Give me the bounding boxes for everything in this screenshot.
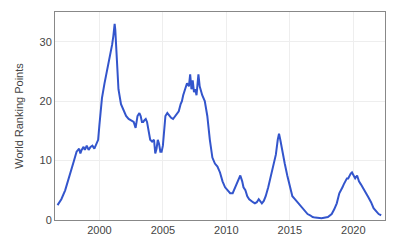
svg-text:20: 20 (40, 95, 52, 107)
svg-text:30: 30 (40, 36, 52, 48)
svg-text:2000: 2000 (87, 224, 111, 236)
svg-text:2015: 2015 (278, 224, 302, 236)
svg-text:2020: 2020 (341, 224, 365, 236)
svg-text:0: 0 (46, 214, 52, 226)
svg-text:World Ranking Points: World Ranking Points (13, 63, 25, 169)
svg-text:10: 10 (40, 154, 52, 166)
svg-text:2010: 2010 (214, 224, 238, 236)
svg-text:2005: 2005 (151, 224, 175, 236)
